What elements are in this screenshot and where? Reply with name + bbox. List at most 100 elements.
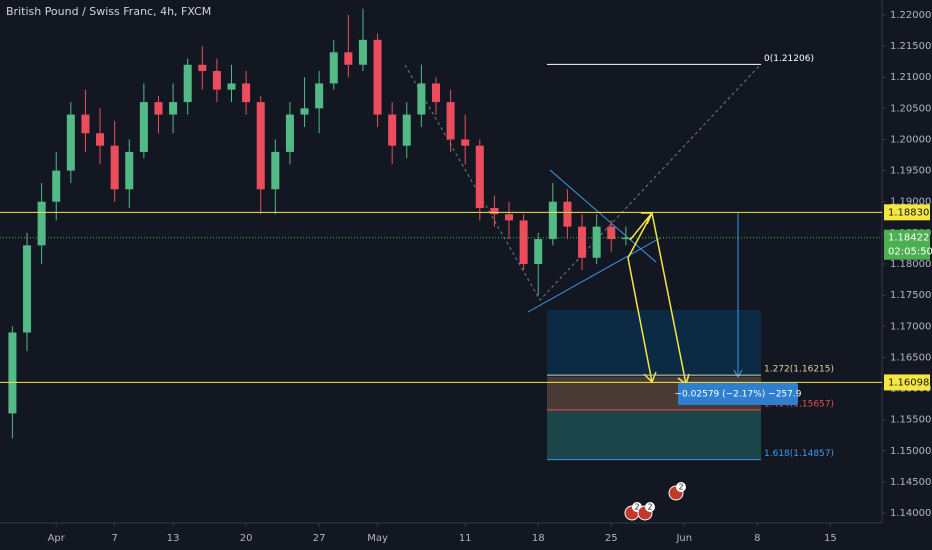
candle-body	[52, 170, 61, 202]
x-tick-label: 27	[313, 533, 326, 544]
y-tick-label: 1.14000	[890, 508, 931, 519]
x-tick-label: 18	[532, 533, 545, 544]
candle-body	[23, 245, 32, 333]
event-count: 2	[647, 503, 652, 512]
candle-body	[81, 114, 90, 134]
event-badge	[645, 502, 655, 512]
fib-label: 0(1.21206)	[764, 54, 814, 64]
candle-body	[271, 151, 280, 190]
trend-line	[549, 169, 657, 263]
y-tick-label: 1.20000	[890, 134, 931, 145]
candle-body	[388, 114, 397, 146]
candle-body	[242, 83, 251, 103]
candle-body	[329, 52, 338, 84]
y-tick-label: 1.22000	[890, 10, 931, 21]
event-badge	[676, 482, 686, 492]
x-tick-label: 20	[240, 533, 253, 544]
candle-body	[402, 114, 411, 146]
candle-body	[300, 108, 309, 115]
y-tick-label: 1.15000	[890, 446, 931, 457]
price-tag	[884, 204, 930, 221]
candle-body	[110, 145, 119, 190]
fib-label: 1.272(1.16215)	[764, 365, 834, 375]
candle-body	[461, 139, 470, 146]
candle-body	[431, 83, 440, 103]
x-tick-label: 15	[824, 533, 837, 544]
candle-body	[358, 39, 367, 65]
candle-body	[504, 214, 514, 221]
projection	[651, 212, 687, 385]
price-tag	[884, 374, 930, 391]
fib-label: 1.618(1.14857)	[764, 449, 834, 459]
candle-body	[125, 151, 134, 190]
target-zone	[547, 310, 761, 377]
candle-body	[607, 226, 616, 240]
y-tick-label: 1.17500	[890, 290, 931, 301]
candle-body	[563, 201, 572, 227]
y-tick-label: 1.18000	[890, 259, 931, 270]
y-tick-label: 1.19500	[890, 166, 931, 177]
arrow-head	[641, 212, 654, 225]
candle-body	[198, 64, 207, 71]
x-tick-label: 13	[167, 533, 180, 544]
candle-body	[534, 239, 543, 264]
y-tick-label: 1.16500	[890, 352, 931, 363]
x-tick-label: Apr	[48, 533, 66, 544]
candle-body	[592, 226, 601, 258]
price-tag-label: 1.18830	[888, 207, 929, 218]
candle-body	[37, 201, 46, 246]
chart-title: British Pound / Swiss Franc, 4h, FXCM	[6, 5, 211, 18]
y-tick-label: 1.14500	[890, 477, 931, 488]
candle-body	[417, 83, 426, 115]
candle-body	[475, 145, 484, 208]
current-price-label: 1.18422	[888, 233, 929, 244]
candle-body	[490, 207, 499, 215]
y-tick-label: 1.21000	[890, 72, 931, 83]
measure-box	[678, 383, 798, 405]
candle-body	[621, 237, 630, 240]
x-tick-label: May	[367, 533, 388, 544]
candle-body	[212, 70, 221, 90]
x-tick-label: 7	[111, 533, 117, 544]
candle-body	[227, 83, 236, 90]
fib-path	[404, 64, 761, 301]
price-tag	[884, 229, 930, 260]
countdown: 02:05:50	[888, 247, 932, 258]
candle-body	[344, 52, 353, 65]
candle-body	[154, 102, 163, 115]
candle-body	[446, 102, 455, 140]
event-count: 2	[678, 483, 683, 492]
candle-body	[139, 102, 148, 152]
projection	[627, 212, 653, 383]
y-tick-label: 1.15500	[890, 415, 931, 426]
candle-body	[315, 83, 324, 109]
y-tick-label: 1.20500	[890, 103, 931, 114]
candle-body	[256, 102, 265, 190]
candle-body	[548, 201, 557, 240]
candle-body	[373, 39, 382, 115]
candle-body	[183, 64, 192, 103]
fib-label: 1.414(1.15657)	[764, 399, 834, 409]
candle-body	[96, 133, 105, 146]
y-tick-label: 1.19000	[890, 197, 931, 208]
candle-body	[66, 114, 75, 171]
x-tick-label: Jun	[675, 533, 692, 544]
x-tick-label: 8	[754, 533, 760, 544]
event-count: 2	[634, 503, 639, 512]
arrow-head	[733, 369, 743, 379]
candle-body	[169, 102, 178, 115]
x-tick-label: 11	[459, 533, 472, 544]
y-tick-label: 1.21500	[890, 41, 931, 52]
trend-line	[527, 237, 661, 313]
price-tag-label: 1.16098	[888, 377, 929, 388]
candle-body	[578, 226, 587, 258]
y-tick-label: 1.17000	[890, 321, 931, 332]
measure-label: −0.02579 (−2.17%) −257.9	[675, 390, 802, 400]
candle-body	[519, 220, 528, 264]
x-tick-label: 25	[605, 533, 618, 544]
candle-body	[285, 114, 294, 152]
drawings	[404, 64, 761, 386]
